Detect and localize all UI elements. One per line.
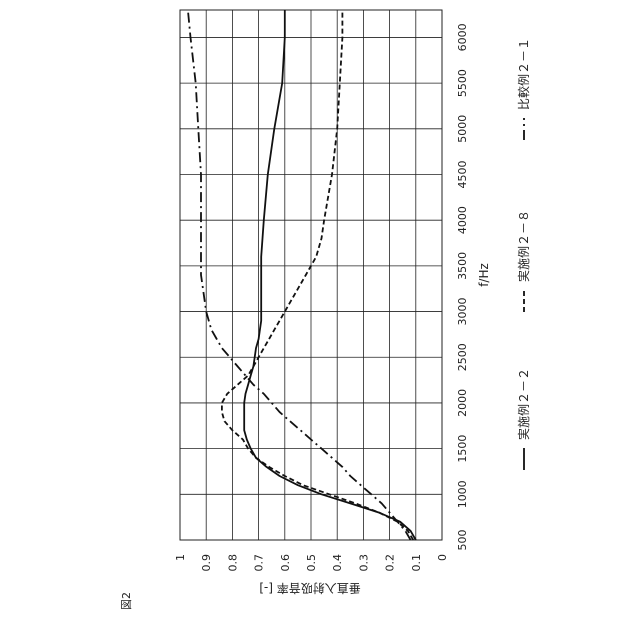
y-tick-label: 0 [436, 554, 449, 561]
x-tick-label: 4000 [456, 206, 469, 234]
y-axis-label: 垂直入射吸音率 [-] [259, 581, 361, 596]
x-tick-label: 2000 [456, 389, 469, 417]
x-tick-label: 500 [456, 530, 469, 551]
x-tick-label: 6000 [456, 23, 469, 51]
x-tick-label: 4500 [456, 160, 469, 188]
y-tick-label: 0.9 [200, 554, 213, 572]
legend-label-3: 比較例２－１ [516, 38, 531, 110]
y-tick-label: 0.6 [279, 554, 292, 572]
y-tick-label: 0.3 [357, 554, 370, 572]
y-tick-label: 0.4 [331, 554, 344, 572]
x-tick-label: 3000 [456, 298, 469, 326]
x-tick-label: 1500 [456, 435, 469, 463]
x-axis-label: f/Hz [477, 263, 491, 287]
series-line-3 [188, 10, 411, 540]
plot-lines [188, 10, 416, 540]
grid [180, 10, 442, 540]
x-tick-label: 3500 [456, 252, 469, 280]
y-tick-label: 0.8 [226, 554, 239, 572]
y-tick-label: 1 [174, 554, 187, 561]
y-tick-label: 0.2 [384, 554, 397, 572]
y-tick-label: 0.5 [305, 554, 318, 572]
x-tick-label: 1000 [456, 480, 469, 508]
x-tick-label: 2500 [456, 343, 469, 371]
series-line-1 [244, 10, 416, 540]
tick-labels: 00.10.20.30.40.50.60.70.80.9150010001500… [174, 23, 469, 571]
series-line-2 [222, 10, 413, 540]
x-tick-label: 5000 [456, 115, 469, 143]
x-tick-label: 5500 [456, 69, 469, 97]
y-tick-label: 0.7 [253, 554, 266, 572]
legend-label-1: 実施例２－２ [516, 368, 531, 440]
legend-label-2: 実施例２－８ [516, 210, 531, 282]
legend: 実施例２－２ 実施例２－８ 比較例２－１ [516, 38, 531, 470]
figure-label: 図2 [118, 592, 134, 610]
y-tick-label: 0.1 [410, 554, 423, 572]
